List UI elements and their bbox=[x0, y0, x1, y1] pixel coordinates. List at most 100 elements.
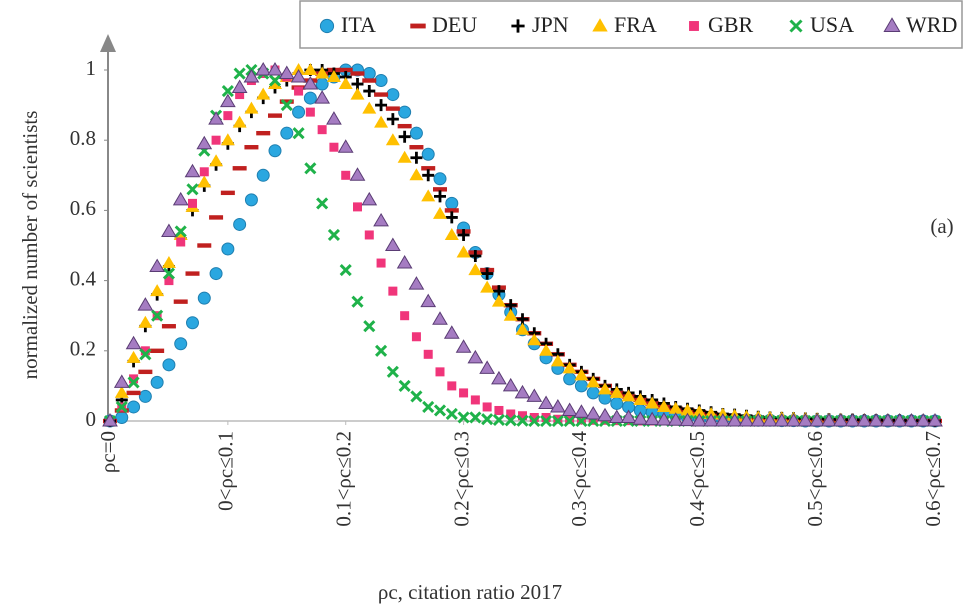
data-point bbox=[161, 256, 176, 269]
legend-marker bbox=[789, 19, 803, 33]
data-point bbox=[423, 349, 433, 359]
data-point bbox=[538, 395, 554, 409]
data-point bbox=[503, 308, 518, 321]
data-point bbox=[326, 70, 341, 83]
data-point bbox=[232, 115, 247, 128]
y-tick-label: 0.2 bbox=[70, 337, 96, 361]
x-tick-label: 0.2<ρc≤0.3 bbox=[449, 431, 473, 527]
y-tick-label: 0.4 bbox=[70, 266, 97, 290]
data-point bbox=[540, 414, 553, 428]
data-point bbox=[480, 280, 495, 293]
data-point bbox=[551, 414, 564, 428]
data-point bbox=[445, 407, 458, 421]
data-point bbox=[574, 368, 589, 381]
data-point bbox=[278, 65, 295, 80]
data-point bbox=[268, 113, 282, 118]
data-point bbox=[539, 343, 554, 356]
legend-marker bbox=[689, 21, 699, 31]
data-point bbox=[162, 358, 176, 372]
data-point bbox=[231, 79, 248, 94]
y-tick-label: 1 bbox=[86, 56, 97, 80]
data-point bbox=[445, 211, 458, 224]
data-point bbox=[304, 162, 317, 175]
data-point bbox=[280, 99, 293, 112]
data-point bbox=[563, 414, 576, 428]
data-point bbox=[176, 237, 186, 247]
data-point bbox=[470, 395, 480, 405]
data-point bbox=[317, 125, 327, 135]
x-tick-label: 0.3<ρc≤0.4 bbox=[567, 431, 591, 527]
data-point bbox=[244, 101, 259, 114]
data-point bbox=[420, 293, 437, 308]
data-point bbox=[410, 390, 423, 403]
data-point bbox=[691, 413, 708, 427]
data-point bbox=[244, 145, 259, 150]
data-point bbox=[479, 360, 496, 374]
data-point bbox=[129, 374, 139, 384]
data-point bbox=[149, 258, 166, 273]
legend-label: JPN bbox=[532, 12, 569, 37]
data-point bbox=[385, 106, 400, 111]
data-point bbox=[292, 127, 305, 140]
data-point bbox=[502, 377, 519, 392]
data-point bbox=[726, 413, 743, 427]
x-tick-label: 0.1<ρc≤0.2 bbox=[332, 431, 356, 527]
data-point bbox=[233, 67, 246, 80]
x-tick-label: ρc=0 bbox=[96, 431, 120, 473]
data-point bbox=[363, 85, 376, 98]
data-point bbox=[292, 105, 306, 119]
data-point bbox=[151, 309, 164, 322]
data-point bbox=[197, 175, 212, 188]
legend-marker bbox=[592, 18, 608, 32]
data-point bbox=[223, 111, 233, 121]
data-point bbox=[443, 325, 460, 339]
data-point bbox=[115, 400, 128, 414]
data-point bbox=[376, 258, 386, 268]
data-point bbox=[447, 381, 457, 391]
data-point bbox=[316, 197, 329, 210]
data-point bbox=[338, 67, 353, 73]
data-point bbox=[113, 374, 130, 388]
data-point bbox=[692, 405, 707, 418]
data-point bbox=[220, 133, 235, 146]
data-point bbox=[408, 276, 425, 290]
data-point bbox=[421, 147, 435, 161]
data-point bbox=[608, 409, 625, 423]
data-point bbox=[597, 407, 613, 422]
data-point bbox=[469, 411, 482, 424]
data-point bbox=[528, 414, 541, 428]
data-point bbox=[750, 413, 767, 427]
data-point bbox=[481, 267, 494, 280]
data-point bbox=[562, 361, 577, 374]
data-point bbox=[327, 228, 340, 242]
data-point bbox=[314, 90, 331, 104]
legend-marker bbox=[883, 17, 901, 32]
data-point bbox=[255, 62, 272, 76]
data-point bbox=[738, 413, 755, 427]
data-point bbox=[139, 348, 152, 361]
data-point bbox=[126, 350, 141, 363]
data-point bbox=[561, 402, 578, 416]
data-point bbox=[256, 168, 270, 182]
data-point bbox=[338, 77, 353, 90]
data-point bbox=[115, 410, 129, 424]
data-point bbox=[303, 91, 317, 105]
data-point bbox=[397, 150, 412, 163]
data-point bbox=[433, 187, 447, 192]
data-point bbox=[927, 413, 943, 427]
data-point bbox=[279, 99, 294, 104]
data-point bbox=[516, 414, 529, 427]
data-point bbox=[303, 63, 318, 75]
data-point bbox=[267, 62, 283, 76]
data-point bbox=[172, 191, 189, 206]
data-point bbox=[468, 263, 483, 276]
data-point bbox=[832, 413, 849, 427]
data-point bbox=[400, 311, 410, 321]
data-point bbox=[432, 311, 448, 325]
data-point bbox=[469, 250, 482, 263]
data-point bbox=[361, 191, 378, 206]
data-point bbox=[433, 404, 447, 417]
data-point bbox=[294, 86, 304, 96]
data-point bbox=[337, 139, 354, 153]
data-point bbox=[506, 409, 516, 419]
